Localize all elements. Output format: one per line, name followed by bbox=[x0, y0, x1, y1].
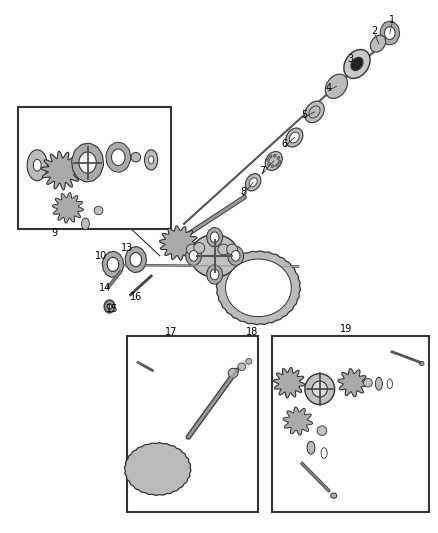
Ellipse shape bbox=[309, 106, 320, 118]
Text: 5: 5 bbox=[301, 110, 307, 119]
Ellipse shape bbox=[364, 378, 372, 387]
Polygon shape bbox=[207, 228, 223, 247]
Ellipse shape bbox=[325, 74, 347, 99]
Text: 16: 16 bbox=[130, 293, 142, 302]
Bar bbox=[127, 336, 258, 512]
Polygon shape bbox=[130, 253, 141, 266]
Text: 4: 4 bbox=[325, 83, 332, 93]
Ellipse shape bbox=[245, 174, 261, 191]
Polygon shape bbox=[228, 246, 244, 265]
Text: 7: 7 bbox=[260, 166, 266, 175]
Polygon shape bbox=[79, 152, 96, 173]
Polygon shape bbox=[72, 143, 103, 182]
Ellipse shape bbox=[227, 244, 237, 255]
Ellipse shape bbox=[218, 244, 229, 255]
Ellipse shape bbox=[312, 381, 328, 397]
Ellipse shape bbox=[277, 156, 280, 159]
Text: 2: 2 bbox=[371, 26, 378, 36]
Polygon shape bbox=[106, 142, 131, 172]
Ellipse shape bbox=[187, 244, 197, 255]
Polygon shape bbox=[207, 265, 223, 284]
Text: 15: 15 bbox=[106, 304, 118, 314]
Ellipse shape bbox=[194, 243, 205, 253]
Text: 10: 10 bbox=[95, 251, 107, 261]
Ellipse shape bbox=[148, 156, 154, 164]
Text: 17: 17 bbox=[165, 327, 177, 336]
Text: 18: 18 bbox=[246, 327, 258, 336]
Ellipse shape bbox=[331, 493, 337, 498]
Ellipse shape bbox=[228, 368, 238, 378]
Polygon shape bbox=[380, 21, 399, 45]
Polygon shape bbox=[283, 407, 313, 435]
Ellipse shape bbox=[246, 358, 252, 365]
Ellipse shape bbox=[317, 426, 327, 435]
Polygon shape bbox=[52, 192, 84, 223]
Ellipse shape bbox=[351, 58, 363, 70]
Ellipse shape bbox=[267, 158, 269, 161]
Ellipse shape bbox=[131, 152, 141, 162]
Ellipse shape bbox=[370, 35, 386, 52]
Polygon shape bbox=[210, 232, 219, 243]
Text: 9: 9 bbox=[52, 229, 58, 238]
Ellipse shape bbox=[278, 160, 281, 164]
Polygon shape bbox=[186, 246, 201, 265]
Ellipse shape bbox=[420, 361, 424, 366]
Polygon shape bbox=[124, 443, 191, 495]
Ellipse shape bbox=[344, 50, 370, 78]
Ellipse shape bbox=[145, 150, 158, 170]
Bar bbox=[18, 107, 171, 229]
Ellipse shape bbox=[290, 132, 299, 143]
Polygon shape bbox=[102, 252, 124, 277]
Circle shape bbox=[104, 300, 115, 313]
Ellipse shape bbox=[321, 448, 327, 458]
Ellipse shape bbox=[286, 128, 303, 147]
Polygon shape bbox=[231, 251, 240, 261]
Ellipse shape bbox=[375, 377, 382, 390]
Polygon shape bbox=[107, 257, 119, 271]
Polygon shape bbox=[159, 226, 198, 260]
Text: 3: 3 bbox=[347, 54, 353, 63]
Polygon shape bbox=[41, 151, 81, 190]
Ellipse shape bbox=[94, 206, 103, 215]
Polygon shape bbox=[385, 27, 395, 39]
Ellipse shape bbox=[269, 155, 272, 158]
Bar bbox=[272, 336, 429, 512]
Ellipse shape bbox=[33, 159, 41, 171]
Text: 6: 6 bbox=[282, 139, 288, 149]
Polygon shape bbox=[216, 251, 300, 325]
Ellipse shape bbox=[27, 150, 47, 181]
Ellipse shape bbox=[305, 101, 324, 123]
Ellipse shape bbox=[273, 154, 276, 157]
Ellipse shape bbox=[81, 218, 89, 230]
Ellipse shape bbox=[249, 178, 257, 187]
Ellipse shape bbox=[268, 163, 270, 166]
Ellipse shape bbox=[305, 374, 335, 405]
Text: 8: 8 bbox=[240, 187, 246, 197]
Polygon shape bbox=[226, 259, 291, 317]
Ellipse shape bbox=[271, 165, 274, 168]
Polygon shape bbox=[125, 247, 146, 272]
Text: 14: 14 bbox=[99, 283, 111, 293]
Ellipse shape bbox=[265, 151, 282, 171]
Circle shape bbox=[107, 304, 112, 309]
Text: 19: 19 bbox=[340, 325, 352, 334]
Ellipse shape bbox=[276, 164, 279, 167]
Ellipse shape bbox=[238, 363, 246, 370]
Ellipse shape bbox=[387, 379, 392, 389]
Text: 13: 13 bbox=[121, 243, 133, 253]
Text: 1: 1 bbox=[389, 15, 395, 25]
Ellipse shape bbox=[307, 441, 315, 454]
Polygon shape bbox=[191, 235, 239, 277]
Polygon shape bbox=[273, 367, 305, 398]
Polygon shape bbox=[338, 369, 367, 397]
Polygon shape bbox=[112, 149, 125, 165]
Polygon shape bbox=[210, 269, 219, 280]
Polygon shape bbox=[189, 251, 198, 261]
